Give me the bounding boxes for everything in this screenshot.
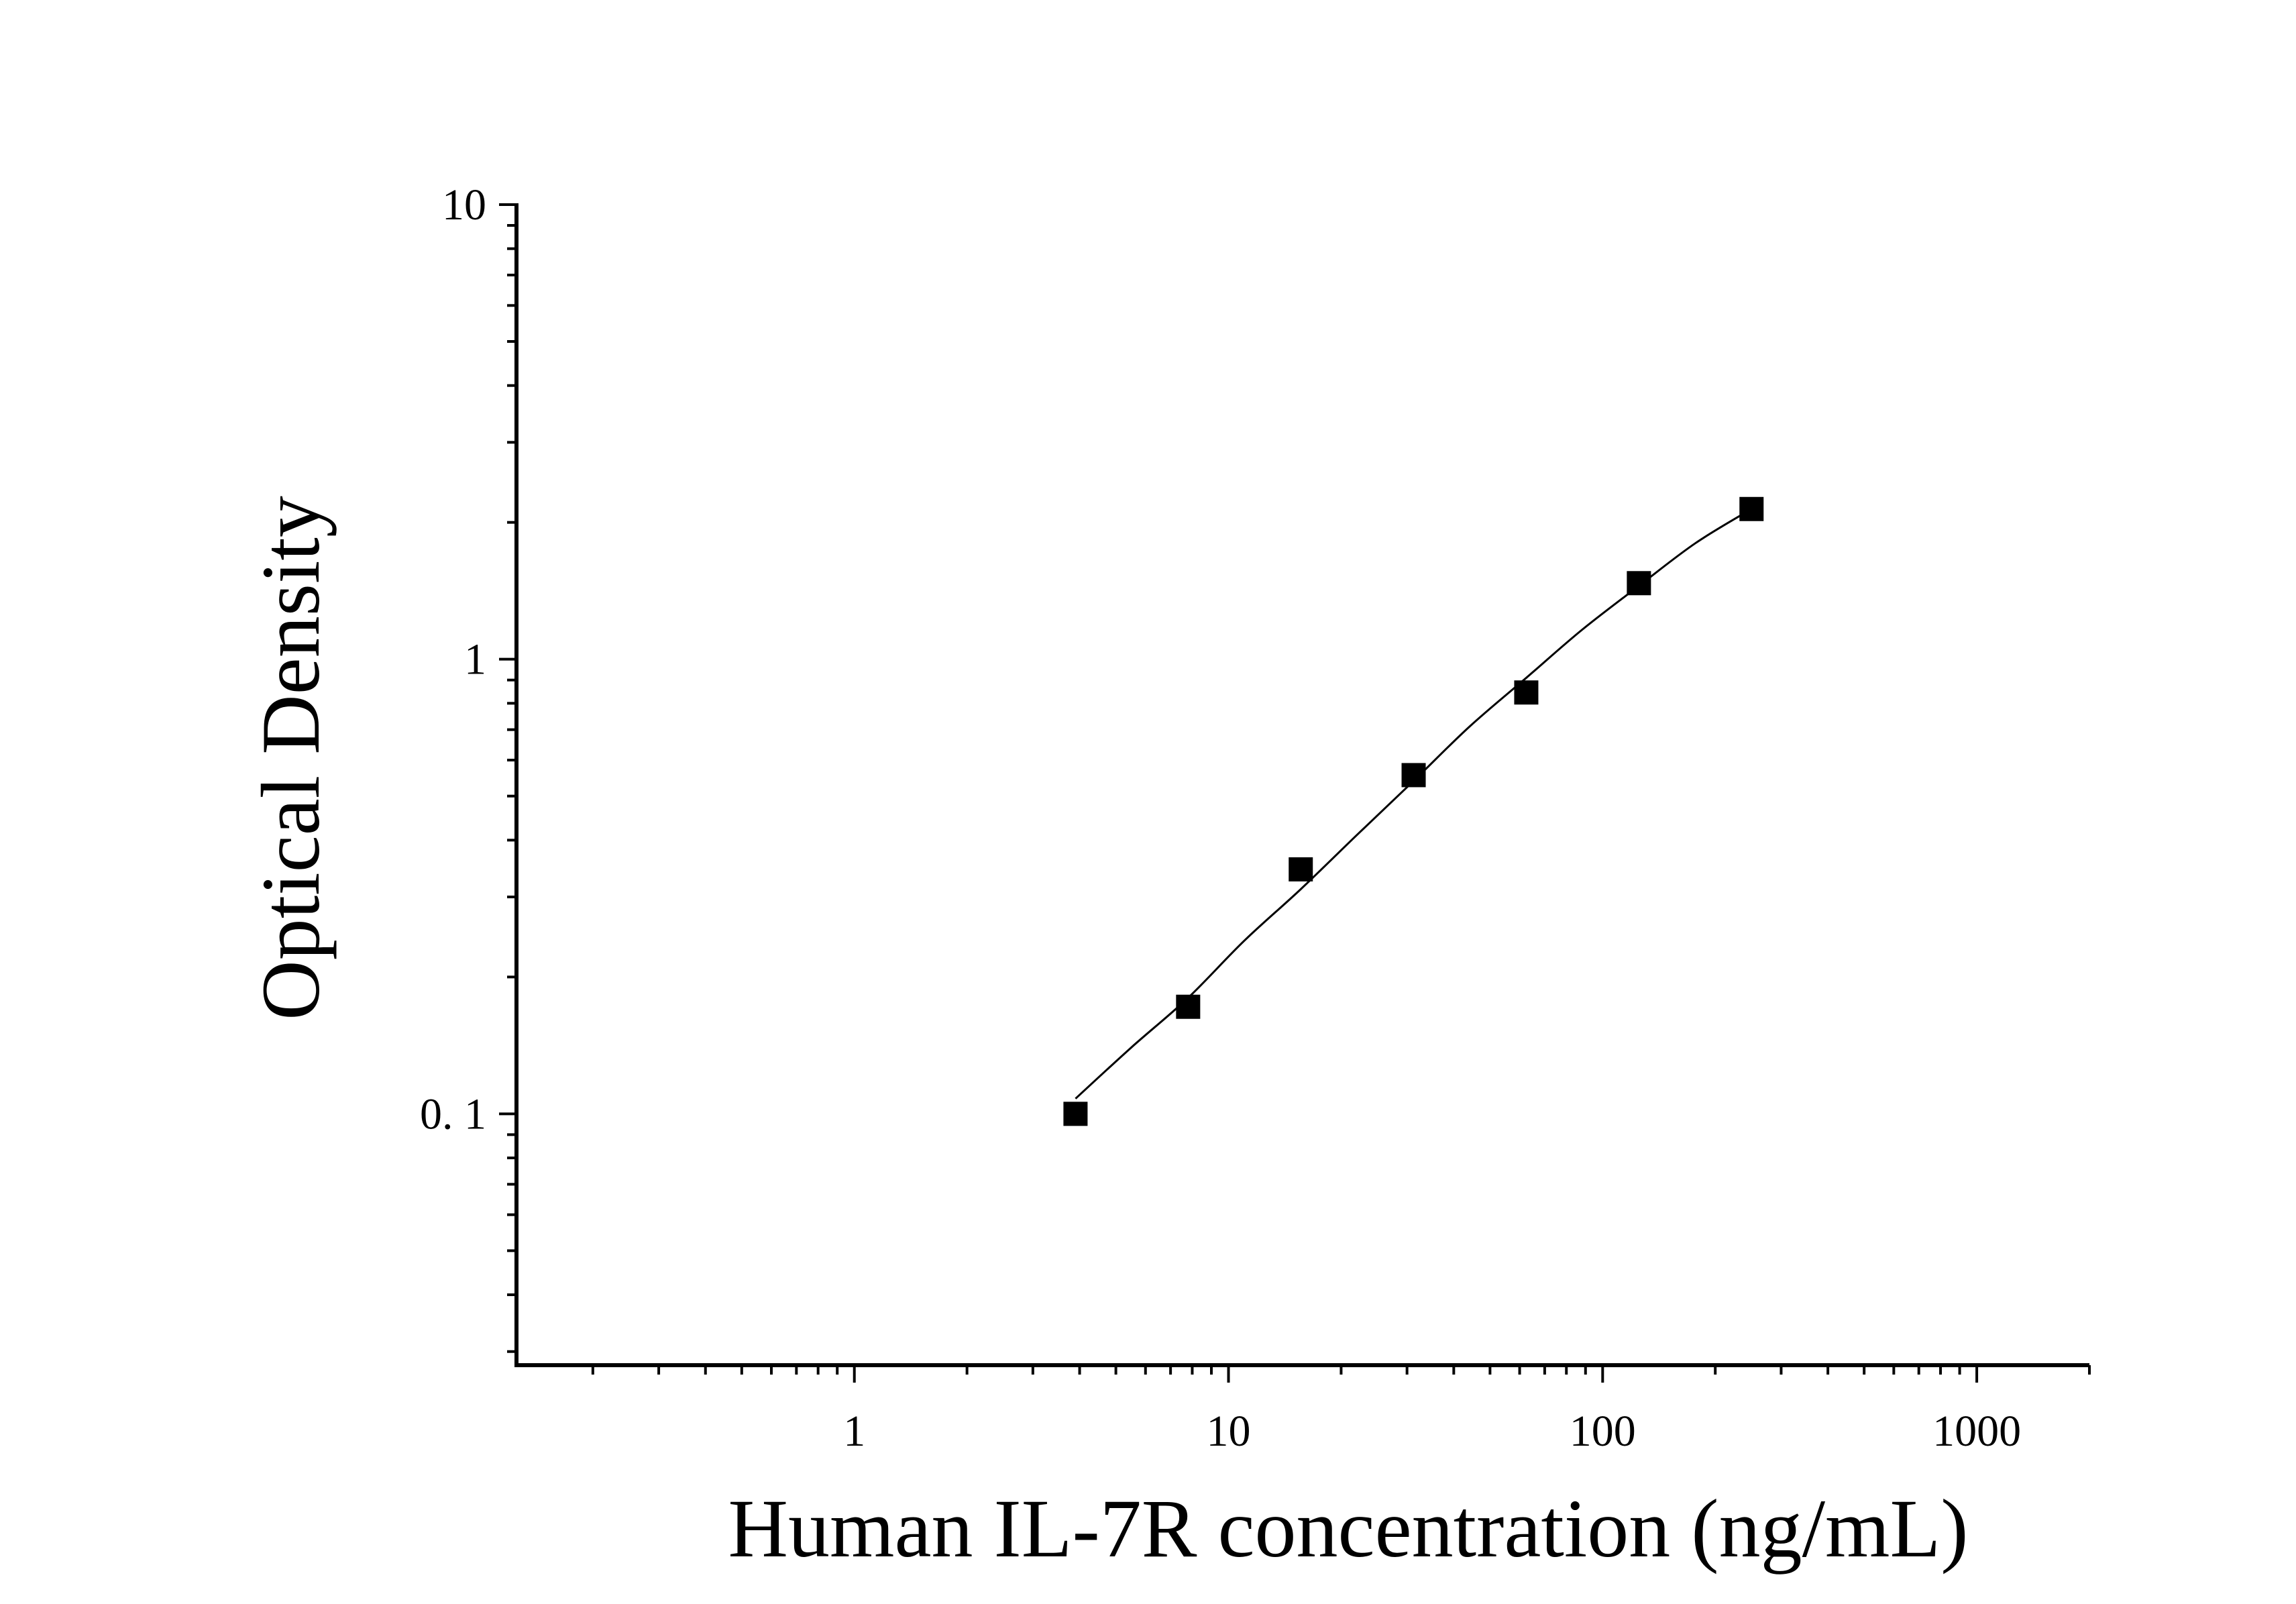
- y-tick-label: 10: [442, 180, 486, 229]
- tick-labels: 1 10 100 1000 0. 1 1 10: [420, 180, 2021, 1456]
- axis-ticks: [499, 203, 2091, 1383]
- data-point: [1627, 571, 1651, 596]
- y-axis-title: Optical Density: [245, 496, 337, 1020]
- data-point: [1289, 857, 1313, 881]
- x-axis-title: Human IL-7R concentration (ng/mL): [728, 1483, 1968, 1574]
- y-tick-label: 0. 1: [420, 1089, 486, 1138]
- data-point: [1401, 763, 1426, 788]
- x-tick-label: 1: [843, 1407, 865, 1456]
- x-tick-label: 1000: [1932, 1407, 2021, 1456]
- y-tick-label: 1: [464, 635, 486, 684]
- data-point: [1063, 1102, 1088, 1126]
- x-tick-label: 10: [1207, 1407, 1251, 1456]
- data-points: [1063, 496, 1764, 1126]
- data-point: [1176, 994, 1201, 1019]
- x-tick-label: 100: [1570, 1407, 1636, 1456]
- axes: [514, 203, 2089, 1367]
- data-point: [1739, 496, 1764, 521]
- data-point: [1514, 680, 1539, 705]
